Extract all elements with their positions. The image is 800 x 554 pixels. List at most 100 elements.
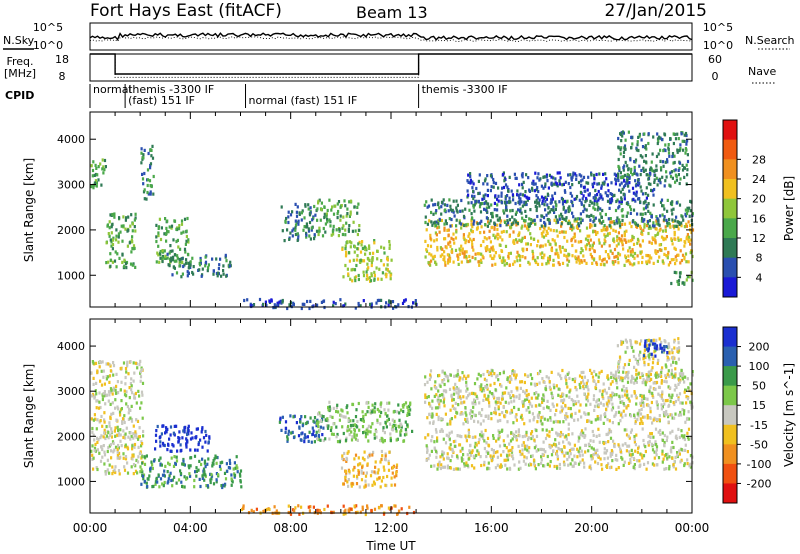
range-cell — [225, 462, 228, 466]
range-cell — [646, 221, 649, 225]
range-cell — [500, 230, 503, 234]
range-cell — [685, 237, 688, 241]
range-cell — [599, 262, 602, 267]
range-cell — [521, 443, 524, 447]
range-cell — [609, 198, 612, 202]
range-cell — [549, 408, 552, 412]
range-cell — [102, 369, 105, 373]
range-cell — [639, 412, 643, 416]
range-cell — [608, 386, 611, 390]
range-cell — [540, 195, 544, 199]
range-cell — [620, 181, 623, 185]
range-cell — [580, 259, 583, 263]
range-cell — [112, 388, 115, 392]
range-cell — [389, 277, 392, 281]
range-cell — [592, 196, 595, 200]
range-cell — [667, 143, 670, 147]
range-cell — [563, 248, 566, 252]
range-cell — [653, 237, 656, 241]
range-cell — [279, 299, 282, 303]
range-cell — [570, 199, 573, 203]
range-cell — [504, 197, 507, 201]
range-cell — [110, 225, 113, 229]
range-cell — [645, 173, 648, 177]
range-cell — [370, 272, 373, 276]
range-cell — [434, 223, 438, 228]
range-cell — [384, 452, 387, 456]
range-cell — [673, 224, 676, 228]
range-cell — [182, 462, 185, 466]
range-cell — [535, 188, 538, 192]
range-cell — [367, 455, 370, 459]
range-cell — [683, 257, 686, 261]
range-cell — [116, 405, 119, 409]
range-cell — [269, 299, 272, 303]
range-cell — [496, 400, 499, 404]
range-cell — [387, 303, 390, 307]
range-cell — [654, 240, 657, 244]
range-cell — [123, 465, 126, 469]
range-cell — [557, 393, 560, 397]
range-cell — [348, 469, 351, 474]
range-cell — [505, 410, 509, 414]
range-cell — [124, 227, 127, 231]
range-cell — [678, 271, 682, 275]
range-cell — [666, 256, 669, 260]
range-cell — [457, 389, 460, 393]
range-cell — [570, 237, 573, 241]
range-cell — [509, 376, 512, 380]
range-cell — [512, 394, 515, 398]
range-cell — [655, 463, 659, 467]
range-cell — [291, 430, 294, 434]
range-cell — [608, 224, 611, 228]
range-cell — [669, 175, 673, 179]
range-cell — [437, 219, 440, 223]
range-cell — [497, 405, 500, 409]
range-cell — [262, 302, 265, 306]
range-cell — [435, 393, 438, 397]
range-cell — [427, 433, 430, 437]
range-cell — [441, 453, 444, 457]
range-cell — [548, 385, 551, 389]
range-cell — [620, 196, 623, 200]
range-cell — [534, 383, 537, 388]
range-cell — [652, 381, 655, 385]
range-cell — [129, 431, 132, 435]
range-cell — [508, 263, 511, 267]
range-cell — [637, 261, 640, 265]
range-cell — [110, 435, 113, 439]
range-cell — [104, 402, 107, 406]
range-cell — [353, 205, 356, 209]
range-cell — [603, 451, 606, 455]
range-cell — [451, 447, 454, 452]
range-cell — [537, 413, 540, 417]
range-cell — [616, 238, 619, 242]
range-cell — [633, 221, 637, 225]
range-cell — [91, 168, 95, 173]
range-cell — [340, 204, 343, 208]
range-cell — [460, 222, 463, 226]
range-cell — [303, 440, 306, 444]
range-cell — [337, 234, 340, 238]
range-cell — [122, 452, 125, 456]
range-cell — [387, 459, 390, 463]
range-cell — [121, 420, 124, 424]
range-cell — [442, 437, 445, 441]
range-cell — [157, 253, 160, 257]
range-cell — [233, 475, 236, 479]
range-cell — [659, 214, 662, 218]
range-cell — [332, 300, 335, 304]
range-cell — [119, 428, 122, 432]
range-cell — [613, 247, 617, 252]
range-cell — [581, 197, 584, 201]
range-cell — [93, 448, 96, 453]
range-cell — [537, 172, 540, 176]
range-cell — [611, 220, 614, 224]
range-cell — [565, 394, 568, 398]
range-cell — [317, 424, 320, 429]
range-cell — [312, 419, 315, 423]
range-cell — [505, 446, 508, 450]
range-cell — [178, 430, 181, 434]
range-cell — [596, 453, 599, 457]
range-cell — [678, 392, 682, 396]
